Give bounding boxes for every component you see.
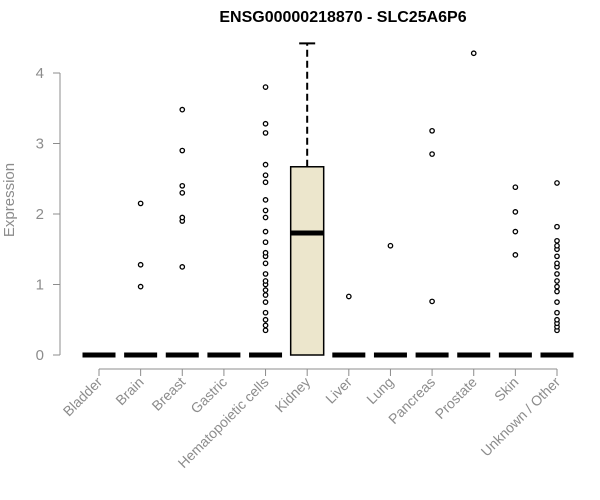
outlier-point xyxy=(179,147,186,154)
x-tick-label: Breast xyxy=(148,374,188,414)
outlier-point xyxy=(512,228,519,235)
y-tick-label: 0 xyxy=(36,347,44,364)
outlier-point xyxy=(262,228,269,235)
outlier-point xyxy=(387,242,394,249)
outlier-point xyxy=(137,283,144,290)
outlier-point xyxy=(262,130,269,136)
outlier-point xyxy=(345,293,352,300)
box-kidney xyxy=(289,42,325,356)
boxes xyxy=(82,42,574,358)
y-tick-label: 4 xyxy=(36,65,44,82)
y-axis-label: Expression xyxy=(1,163,18,237)
x-tick-label: Skin xyxy=(491,374,522,405)
outlier-point xyxy=(554,253,560,260)
x-tick-label: Liver xyxy=(322,374,355,407)
outlier-point xyxy=(262,84,269,90)
y-axis: 0 1 2 3 4 xyxy=(36,65,61,364)
outlier-point xyxy=(554,242,560,249)
outlier-point xyxy=(512,252,519,258)
outlier-point xyxy=(554,283,560,290)
outlier-point xyxy=(179,190,186,196)
outlier-point xyxy=(554,180,560,186)
box-hematopoietic-cells xyxy=(249,84,283,358)
box-skin xyxy=(498,184,532,358)
outlier-point xyxy=(179,106,186,113)
box-prostate xyxy=(457,50,491,358)
outlier-point xyxy=(512,209,519,215)
outlier-point xyxy=(429,298,435,305)
outlier-point xyxy=(554,278,560,284)
outlier-point xyxy=(429,127,435,134)
outlier-point xyxy=(262,197,269,203)
outlier-point xyxy=(262,260,269,267)
outlier-point xyxy=(262,322,269,329)
y-tick-label: 1 xyxy=(36,277,44,294)
outlier-point xyxy=(554,271,560,277)
chart-title: ENSG00000218870 - SLC25A6P6 xyxy=(219,9,466,26)
outlier-point xyxy=(554,237,560,244)
outlier-point xyxy=(262,172,269,179)
outlier-point xyxy=(470,50,477,57)
outlier-point xyxy=(262,120,269,127)
outlier-point xyxy=(512,184,519,191)
x-tick-label: Kidney xyxy=(272,374,314,416)
outlier-point xyxy=(262,299,269,305)
outlier-point xyxy=(262,161,269,168)
outlier-point xyxy=(262,327,269,334)
y-tick-label: 3 xyxy=(36,136,44,153)
box-pancreas xyxy=(415,127,449,358)
outlier-point xyxy=(554,223,560,230)
outlier-point xyxy=(554,309,560,316)
outlier-point xyxy=(429,151,435,157)
outlier-point xyxy=(262,278,269,284)
outlier-point xyxy=(137,200,144,207)
outlier-point xyxy=(554,288,560,295)
x-tick-label: Bladder xyxy=(60,374,106,420)
x-tick-label: Brain xyxy=(112,374,146,408)
box-unknown-other xyxy=(540,180,574,358)
outlier-point xyxy=(179,214,186,221)
box-liver xyxy=(332,293,366,358)
outlier-point xyxy=(262,214,269,221)
x-tick-label: Unknown / Other xyxy=(478,374,564,460)
y-tick-label: 2 xyxy=(36,206,44,223)
outlier-point xyxy=(262,309,269,316)
outlier-point xyxy=(179,264,186,270)
outlier-point xyxy=(262,249,269,256)
box-iqr xyxy=(289,166,325,356)
outlier-point xyxy=(554,316,560,323)
outlier-point xyxy=(262,271,269,277)
box-lung xyxy=(373,242,407,358)
outlier-point xyxy=(262,207,269,214)
outlier-point xyxy=(262,287,269,293)
outlier-point xyxy=(554,299,560,305)
outlier-point xyxy=(262,292,269,298)
outlier-point xyxy=(554,260,560,267)
outlier-point xyxy=(262,239,269,246)
x-tick-label: Lung xyxy=(363,374,396,407)
box-brain xyxy=(124,200,158,358)
outlier-point xyxy=(137,261,144,268)
outlier-point xyxy=(262,179,269,186)
box-breast xyxy=(165,106,199,358)
outlier-point xyxy=(262,316,269,323)
outlier-point xyxy=(179,182,186,189)
x-tick-label: Prostate xyxy=(432,374,480,422)
